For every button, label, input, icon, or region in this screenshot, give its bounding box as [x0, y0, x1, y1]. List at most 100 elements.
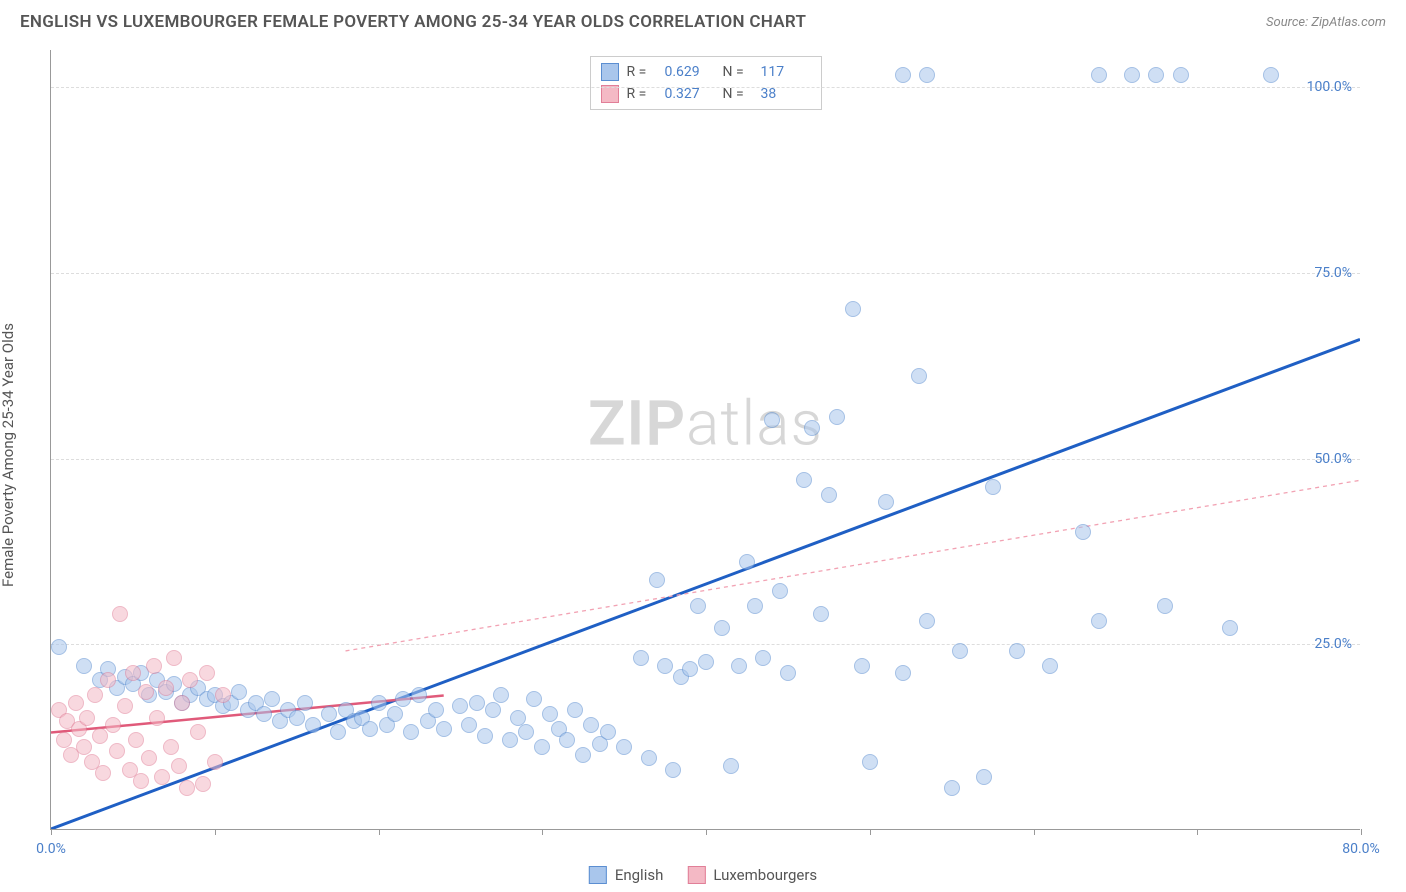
- legend-n-label: N =: [723, 64, 753, 80]
- data-point: [919, 67, 935, 83]
- x-tick: [1361, 829, 1362, 835]
- data-point: [1263, 67, 1279, 83]
- grid-line: [51, 273, 1360, 274]
- data-point: [780, 665, 796, 681]
- data-point: [1124, 67, 1140, 83]
- data-point: [297, 695, 313, 711]
- legend-r-value: 0.327: [665, 86, 715, 102]
- data-point: [387, 706, 403, 722]
- data-point: [146, 658, 162, 674]
- data-point: [657, 658, 673, 674]
- data-point: [985, 479, 1001, 495]
- data-point: [1148, 67, 1164, 83]
- data-point: [51, 639, 67, 655]
- data-point: [362, 721, 378, 737]
- data-point: [1091, 67, 1107, 83]
- data-point: [895, 665, 911, 681]
- data-point: [665, 762, 681, 778]
- data-point: [305, 717, 321, 733]
- watermark: ZIPatlas: [588, 387, 823, 460]
- series-legend-label: English: [615, 866, 664, 884]
- data-point: [714, 620, 730, 636]
- data-point: [1009, 643, 1025, 659]
- data-point: [526, 691, 542, 707]
- data-point: [690, 598, 706, 614]
- legend-n-value: 38: [761, 86, 811, 102]
- data-point: [649, 572, 665, 588]
- data-point: [56, 732, 72, 748]
- data-point: [854, 658, 870, 674]
- data-point: [796, 472, 812, 488]
- data-point: [747, 598, 763, 614]
- legend-r-value: 0.629: [665, 64, 715, 80]
- data-point: [862, 754, 878, 770]
- data-point: [199, 665, 215, 681]
- data-point: [469, 695, 485, 711]
- data-point: [133, 773, 149, 789]
- data-point: [493, 687, 509, 703]
- data-point: [772, 583, 788, 599]
- data-point: [698, 654, 714, 670]
- y-tick-label: 50.0%: [1314, 451, 1352, 467]
- x-tick-label: 80.0%: [1342, 841, 1380, 857]
- correlation-legend-row: R =0.629N =117: [601, 61, 811, 83]
- data-point: [100, 672, 116, 688]
- data-point: [804, 420, 820, 436]
- grid-line: [51, 644, 1360, 645]
- data-point: [182, 672, 198, 688]
- data-point: [542, 706, 558, 722]
- data-point: [141, 750, 157, 766]
- data-point: [764, 412, 780, 428]
- data-point: [878, 494, 894, 510]
- data-point: [289, 710, 305, 726]
- x-tick: [1034, 829, 1035, 835]
- data-point: [76, 658, 92, 674]
- data-point: [207, 754, 223, 770]
- data-point: [1042, 658, 1058, 674]
- data-point: [231, 684, 247, 700]
- data-point: [813, 606, 829, 622]
- data-point: [171, 758, 187, 774]
- data-point: [92, 728, 108, 744]
- data-point: [87, 687, 103, 703]
- data-point: [739, 554, 755, 570]
- x-tick: [215, 829, 216, 835]
- data-point: [502, 732, 518, 748]
- x-tick: [870, 829, 871, 835]
- data-point: [452, 698, 468, 714]
- data-point: [1173, 67, 1189, 83]
- data-point: [723, 758, 739, 774]
- data-point: [371, 695, 387, 711]
- data-point: [1091, 613, 1107, 629]
- legend-swatch: [589, 866, 607, 884]
- series-legend-label: Luxembourgers: [713, 866, 817, 884]
- data-point: [112, 606, 128, 622]
- grid-line: [51, 459, 1360, 460]
- data-point: [436, 721, 452, 737]
- series-legend-item: English: [589, 866, 664, 884]
- data-point: [1075, 524, 1091, 540]
- correlation-legend: R =0.629N =117R =0.327N =38: [590, 56, 822, 110]
- y-tick-label: 75.0%: [1314, 265, 1352, 281]
- data-point: [477, 728, 493, 744]
- data-point: [321, 706, 337, 722]
- data-point: [616, 739, 632, 755]
- data-point: [518, 724, 534, 740]
- data-point: [125, 665, 141, 681]
- data-point: [682, 661, 698, 677]
- data-point: [395, 691, 411, 707]
- x-tick-label: 0.0%: [36, 841, 66, 857]
- data-point: [461, 717, 477, 733]
- data-point: [641, 750, 657, 766]
- data-point: [567, 702, 583, 718]
- data-point: [179, 780, 195, 796]
- data-point: [166, 650, 182, 666]
- data-point: [944, 780, 960, 796]
- data-point: [428, 702, 444, 718]
- chart-title: ENGLISH VS LUXEMBOURGER FEMALE POVERTY A…: [20, 12, 806, 32]
- legend-n-label: N =: [723, 86, 753, 102]
- legend-r-label: R =: [627, 86, 657, 102]
- data-point: [821, 487, 837, 503]
- data-point: [105, 717, 121, 733]
- data-point: [79, 710, 95, 726]
